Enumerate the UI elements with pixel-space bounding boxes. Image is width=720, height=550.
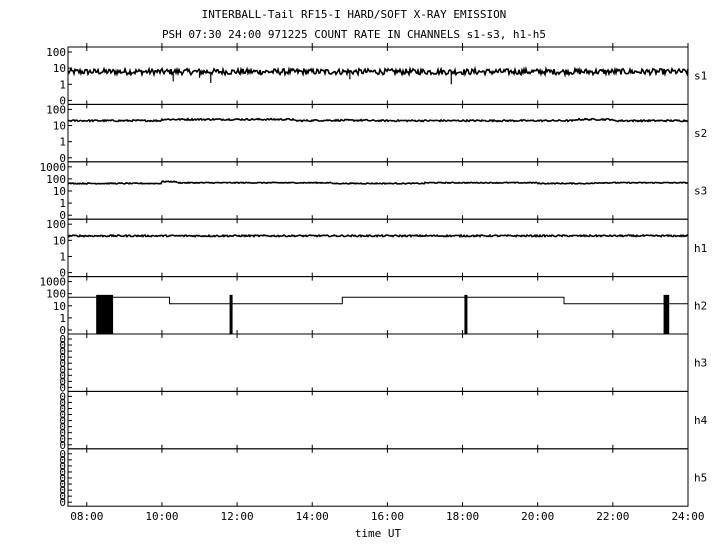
- channel-label: h2: [694, 299, 707, 312]
- y-tick-label: 0: [59, 396, 66, 409]
- panel-frame: [67, 333, 689, 392]
- y-tick-label: 0: [59, 415, 66, 428]
- y-tick-label: 0: [59, 324, 66, 337]
- series-line: [67, 65, 689, 78]
- x-tick-label: 18:00: [446, 510, 479, 523]
- y-tick-label: 0: [59, 472, 66, 485]
- x-tick-label: 24:00: [671, 510, 704, 523]
- y-tick-label: 0: [59, 496, 66, 509]
- channel-label: h4: [694, 414, 708, 427]
- chart-subtitle: PSH 07:30 24:00 971225 COUNT RATE IN CHA…: [162, 28, 546, 41]
- chart-title: INTERBALL-Tail RF15-I HARD/SOFT X-RAY EM…: [202, 8, 507, 21]
- y-tick-label: 0: [59, 375, 66, 388]
- y-tick-label: 10: [53, 300, 66, 313]
- y-tick-label: 0: [59, 409, 66, 422]
- panel-frame: [67, 276, 689, 335]
- series-burst: [96, 294, 114, 334]
- series-burst: [663, 294, 670, 334]
- y-tick-label: 10: [53, 185, 66, 198]
- x-tick-label: 10:00: [145, 510, 178, 523]
- y-tick-label: 0: [59, 381, 66, 394]
- panel-frame: [67, 103, 689, 163]
- x-tick-label: 12:00: [221, 510, 254, 523]
- y-tick-label: 10: [53, 234, 66, 247]
- y-tick-label: 0: [59, 209, 66, 222]
- y-tick-label: 0: [59, 363, 66, 376]
- y-tick-label: 0: [59, 448, 66, 461]
- y-tick-label: 0: [59, 478, 66, 491]
- y-tick-label: 1: [59, 78, 66, 91]
- y-tick-label: 0: [59, 466, 66, 479]
- y-tick-label: 0: [59, 345, 66, 358]
- y-tick-label: 1: [59, 250, 66, 263]
- y-tick-label: 0: [59, 454, 66, 467]
- channel-label: s1: [694, 70, 707, 83]
- series-line: [67, 180, 689, 185]
- y-tick-label: 0: [59, 421, 66, 434]
- y-tick-label: 1000: [40, 276, 67, 289]
- series-burst: [464, 294, 468, 334]
- y-tick-label: 0: [59, 427, 66, 440]
- channel-label: h3: [694, 357, 707, 370]
- y-tick-label: 1000: [40, 161, 67, 174]
- x-tick-label: 22:00: [596, 510, 629, 523]
- x-tick-label: 08:00: [70, 510, 103, 523]
- y-tick-label: 100: [46, 103, 66, 116]
- y-tick-label: 0: [59, 433, 66, 446]
- y-tick-label: 0: [59, 94, 66, 107]
- x-axis: 08:00 10:00 12:00 14:00 16:00 18:00 20:00 22:00…: [70, 43, 705, 523]
- y-tick-label: 10: [53, 120, 66, 133]
- series-burst: [229, 294, 233, 334]
- y-tick-label: 0: [59, 439, 66, 452]
- panel-frame: [67, 161, 689, 220]
- y-tick-label: 0: [59, 390, 66, 403]
- y-tick-label: 0: [59, 333, 66, 346]
- y-tick-label: 0: [59, 351, 66, 364]
- y-tick-label: 1: [59, 312, 66, 325]
- panel-frame: [67, 448, 689, 507]
- channel-label: s2: [694, 127, 707, 140]
- y-tick-label: 0: [59, 369, 66, 382]
- y-tick-label: 100: [46, 288, 66, 301]
- series-line: [67, 233, 689, 239]
- y-tick-label: 0: [59, 267, 66, 280]
- y-tick-label: 0: [59, 460, 66, 473]
- y-tick-label: 1: [59, 136, 66, 149]
- y-tick-label: 100: [46, 173, 66, 186]
- y-tick-label: 0: [59, 357, 66, 370]
- channel-label: h1: [694, 242, 707, 255]
- x-tick-label: 14:00: [296, 510, 329, 523]
- series-line: [68, 296, 688, 305]
- channel-label: s3: [694, 185, 707, 198]
- y-tick-label: 0: [59, 339, 66, 352]
- series-line: [67, 117, 689, 123]
- panel-frame: [67, 218, 689, 278]
- x-axis-label: time UT: [355, 527, 402, 540]
- y-tick-label: 0: [59, 152, 66, 165]
- y-tick-label: 0: [59, 484, 66, 497]
- y-tick-label: 0: [59, 490, 66, 503]
- x-tick-label: 16:00: [371, 510, 404, 523]
- y-tick-label: 100: [46, 46, 66, 59]
- x-tick-label: 20:00: [521, 510, 554, 523]
- y-tick-label: 0: [59, 403, 66, 416]
- panel-frame: [67, 46, 689, 105]
- y-tick-label: 1: [59, 197, 66, 210]
- panel-frame: [67, 390, 689, 450]
- channel-label: h5: [694, 472, 707, 485]
- y-tick-label: 100: [46, 218, 66, 231]
- y-tick-label: 10: [53, 62, 66, 75]
